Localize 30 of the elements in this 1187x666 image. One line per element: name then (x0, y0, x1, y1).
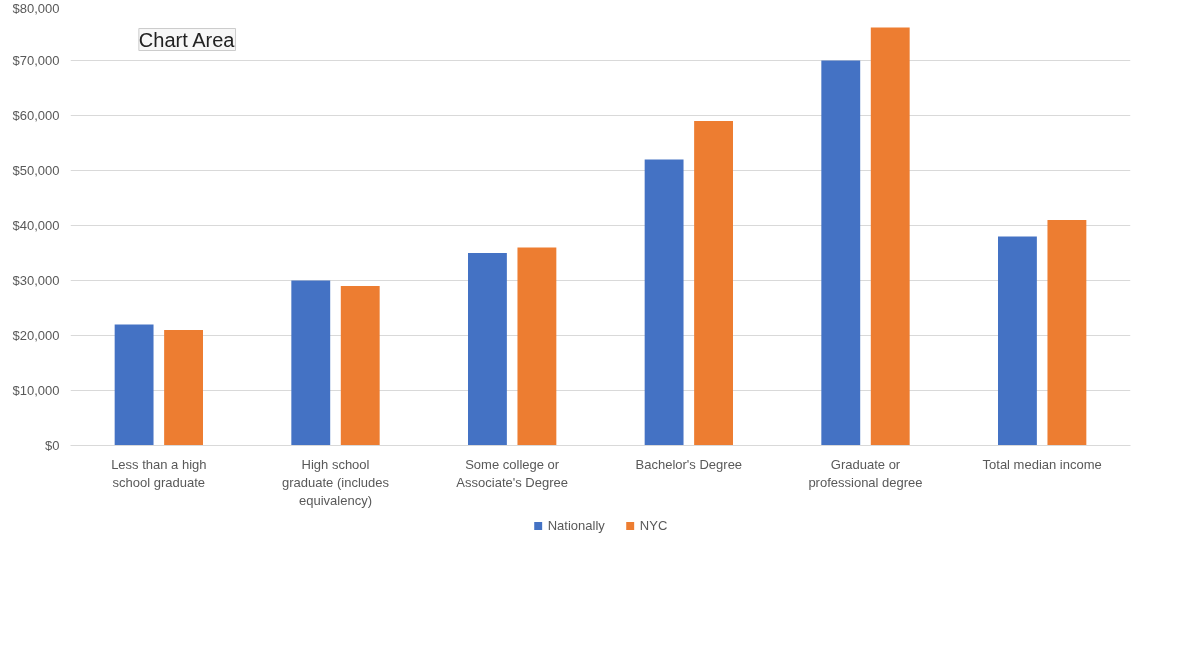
bar (1047, 220, 1087, 446)
y-tick-label: $10,000 (12, 383, 60, 398)
legend-label: Nationally (547, 517, 605, 533)
y-tick-label: $0 (45, 438, 60, 453)
bar (644, 159, 684, 446)
x-tick-label: Graduate or professional degree (808, 456, 923, 490)
bar (870, 27, 910, 446)
x-tick-label: High school graduate (includes equivalency) (282, 456, 390, 508)
bar (821, 60, 861, 446)
bar (291, 280, 331, 446)
x-tick-label: Total median income (982, 456, 1102, 472)
bar (114, 324, 154, 446)
legend-label: NYC (639, 517, 668, 533)
bar (468, 253, 507, 446)
y-tick-label: $80,000 (12, 0, 60, 16)
x-tick-label: Less than a high school graduate (111, 456, 207, 490)
y-tick-label: $50,000 (12, 163, 60, 178)
y-tick-label: $60,000 (12, 108, 60, 123)
bar (340, 286, 380, 446)
x-tick-label: Bachelor's Degree (635, 456, 743, 472)
y-tick-label: $70,000 (12, 53, 60, 68)
y-tick-label: $30,000 (12, 273, 60, 288)
annotation: Chart Area (138, 28, 236, 51)
bar (998, 236, 1037, 446)
y-tick-label: $40,000 (12, 218, 60, 233)
bar (694, 121, 733, 446)
x-tick-label: Some college or Associate's Degree (456, 456, 568, 490)
y-tick-label: $20,000 (12, 328, 60, 343)
bar (517, 247, 557, 446)
bar (164, 330, 203, 446)
